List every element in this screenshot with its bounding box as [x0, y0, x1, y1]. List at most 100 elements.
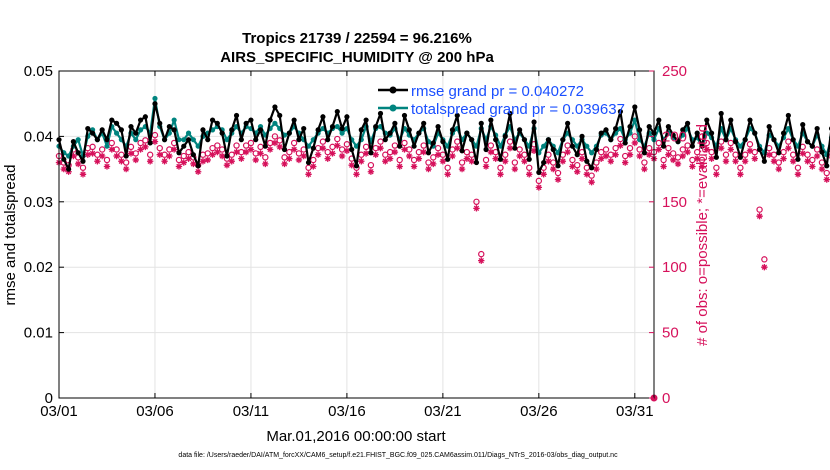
obs-evaluated-marker: [377, 144, 384, 152]
obs-possible-marker: [756, 206, 763, 213]
rmse-series-point: [824, 163, 830, 169]
obs-evaluated-marker: [386, 155, 394, 162]
rmse-series-point: [723, 137, 729, 143]
legend-spread-marker: [389, 104, 397, 112]
obs-evaluated-marker: [478, 257, 485, 264]
obs-evaluated-marker: [420, 148, 427, 156]
rmse-series-point: [603, 127, 609, 133]
obs-evaluated-marker: [89, 150, 96, 157]
obs-possible-marker: [511, 159, 519, 166]
obs-evaluated-marker: [65, 168, 72, 175]
rmse-series-point: [531, 119, 537, 125]
obs-possible-marker: [247, 139, 255, 147]
rmse-series-point: [329, 123, 336, 130]
obs-possible-marker: [554, 169, 562, 177]
obs-possible-marker: [209, 144, 216, 152]
obs-evaluated-marker: [276, 143, 283, 151]
obs-evaluated-marker: [660, 163, 667, 170]
obs-evaluated-marker: [545, 158, 552, 165]
obs-evaluated-marker: [492, 155, 499, 162]
x-tick-label: 03/26: [520, 403, 558, 420]
obs-evaluated-marker: [622, 159, 629, 166]
x-tick-label: 03/21: [424, 403, 462, 420]
rmse-series-point: [680, 127, 686, 133]
obs-evaluated-marker: [574, 168, 581, 175]
rmse-series-point: [147, 140, 153, 146]
obs-possible-marker: [180, 152, 187, 160]
obs-evaluated-marker: [391, 148, 399, 156]
obs-evaluated-marker: [813, 152, 821, 160]
obs-evaluated-marker: [338, 152, 346, 160]
rmse-series-point: [200, 127, 206, 133]
x-tick-label: 03/01: [40, 403, 78, 420]
obs-possible-marker: [137, 139, 144, 147]
y-right-tick-label: 250: [662, 63, 687, 80]
x-tick-label: 03/31: [616, 403, 654, 420]
rmse-series-point: [89, 130, 96, 136]
rmse-series-point: [185, 137, 192, 143]
rmse-series-point: [613, 125, 619, 132]
obs-possible-marker: [242, 142, 250, 149]
obs-evaluated-marker: [727, 146, 734, 153]
rmse-series-point: [253, 137, 259, 143]
obs-evaluated-marker: [487, 148, 495, 156]
obs-evaluated-marker: [209, 151, 216, 158]
y-axis-right-label: # of obs: o=possible; *=evaluated: [694, 124, 711, 346]
rmse-series-point: [608, 137, 614, 143]
rmse-series-point: [536, 169, 542, 175]
rmse-series-point: [464, 130, 470, 136]
rmse-series-point: [478, 120, 484, 126]
obs-possible-marker: [151, 131, 159, 139]
rmse-series-point: [809, 143, 815, 149]
obs-evaluated-marker: [94, 158, 101, 165]
obs-possible-marker: [156, 144, 163, 152]
rmse-series-point: [349, 146, 355, 153]
rmse-series-point: [785, 112, 791, 119]
rmse-series-point: [99, 127, 105, 133]
rmse-series-point: [790, 137, 796, 143]
obs-evaluated-marker: [194, 168, 202, 175]
obs-evaluated-marker: [266, 146, 274, 153]
obs-evaluated-marker: [698, 163, 706, 170]
obs-possible-marker: [785, 138, 792, 145]
rmse-series-point: [569, 143, 576, 149]
rmse-series-point: [622, 140, 628, 146]
rmse-series-point: [94, 137, 100, 143]
obs-evaluated-marker: [430, 160, 437, 168]
obs-evaluated-marker: [247, 146, 255, 153]
spread-series-point: [353, 143, 360, 149]
obs-evaluated-marker: [751, 155, 758, 162]
rmse-series-point: [363, 117, 369, 123]
obs-possible-marker: [430, 154, 437, 161]
obs-evaluated-marker: [334, 142, 341, 149]
obs-evaluated-marker: [449, 152, 456, 160]
rmse-series-point: [804, 139, 811, 145]
obs-possible-marker: [103, 156, 111, 164]
rmse-series-point: [483, 146, 489, 153]
rmse-series-point: [171, 127, 177, 133]
rmse-series-point: [123, 153, 129, 159]
obs-possible-marker: [382, 151, 389, 158]
rmse-series-point: [732, 139, 739, 145]
obs-evaluated-marker: [746, 147, 754, 154]
obs-possible-marker: [569, 156, 576, 164]
rmse-series-point: [526, 156, 532, 162]
obs-evaluated-marker: [602, 152, 610, 160]
chart-title-line1: Tropics 21739 / 22594 = 96.216%: [242, 30, 472, 47]
obs-evaluated-marker: [300, 152, 307, 160]
y-left-tick-label: 0.01: [24, 325, 53, 342]
rmse-series-point: [593, 146, 600, 153]
obs-possible-marker: [401, 139, 408, 147]
rmse-series-point: [819, 149, 825, 155]
rmse-series-point: [445, 156, 451, 162]
obs-possible-marker: [602, 146, 610, 153]
obs-possible-marker: [185, 148, 192, 156]
rmse-series-point: [694, 130, 700, 136]
y-axis-left-label: rmse and totalspread: [2, 165, 19, 306]
rmse-series-point: [286, 130, 292, 136]
rmse-series-point: [397, 143, 403, 149]
obs-evaluated-marker: [799, 150, 806, 157]
rmse-series-point: [368, 150, 374, 156]
rmse-series-point: [305, 159, 312, 166]
obs-evaluated-marker: [218, 152, 226, 160]
